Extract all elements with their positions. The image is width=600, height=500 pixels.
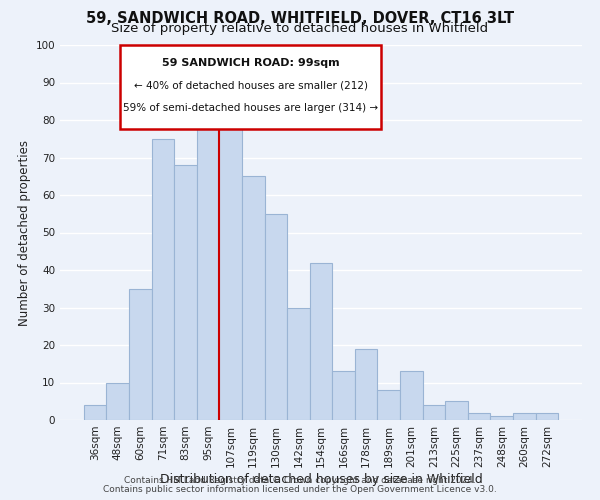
Text: ← 40% of detached houses are smaller (212): ← 40% of detached houses are smaller (21…	[134, 80, 368, 90]
Text: 59 SANDWICH ROAD: 99sqm: 59 SANDWICH ROAD: 99sqm	[162, 58, 340, 68]
Bar	[536, 412, 558, 420]
Bar	[174, 165, 197, 420]
Bar	[513, 412, 536, 420]
Bar	[106, 382, 129, 420]
Bar	[468, 412, 490, 420]
Text: Size of property relative to detached houses in Whitfield: Size of property relative to detached ho…	[112, 22, 488, 35]
Bar	[422, 405, 445, 420]
Bar	[84, 405, 106, 420]
Bar	[220, 112, 242, 420]
Text: 59, SANDWICH ROAD, WHITFIELD, DOVER, CT16 3LT: 59, SANDWICH ROAD, WHITFIELD, DOVER, CT1…	[86, 11, 514, 26]
Y-axis label: Number of detached properties: Number of detached properties	[19, 140, 31, 326]
Bar	[129, 289, 152, 420]
Text: 59% of semi-detached houses are larger (314) →: 59% of semi-detached houses are larger (…	[123, 103, 378, 113]
Bar	[197, 112, 220, 420]
FancyBboxPatch shape	[120, 45, 381, 130]
Bar	[377, 390, 400, 420]
X-axis label: Distribution of detached houses by size in Whitfield: Distribution of detached houses by size …	[160, 472, 482, 486]
Bar	[242, 176, 265, 420]
Bar	[152, 138, 174, 420]
Bar	[355, 349, 377, 420]
Bar	[490, 416, 513, 420]
Text: Contains HM Land Registry data © Crown copyright and database right 2024.: Contains HM Land Registry data © Crown c…	[124, 476, 476, 485]
Bar	[310, 262, 332, 420]
Text: Contains public sector information licensed under the Open Government Licence v3: Contains public sector information licen…	[103, 485, 497, 494]
Bar	[287, 308, 310, 420]
Bar	[400, 371, 422, 420]
Bar	[445, 401, 468, 420]
Bar	[332, 371, 355, 420]
Bar	[265, 214, 287, 420]
